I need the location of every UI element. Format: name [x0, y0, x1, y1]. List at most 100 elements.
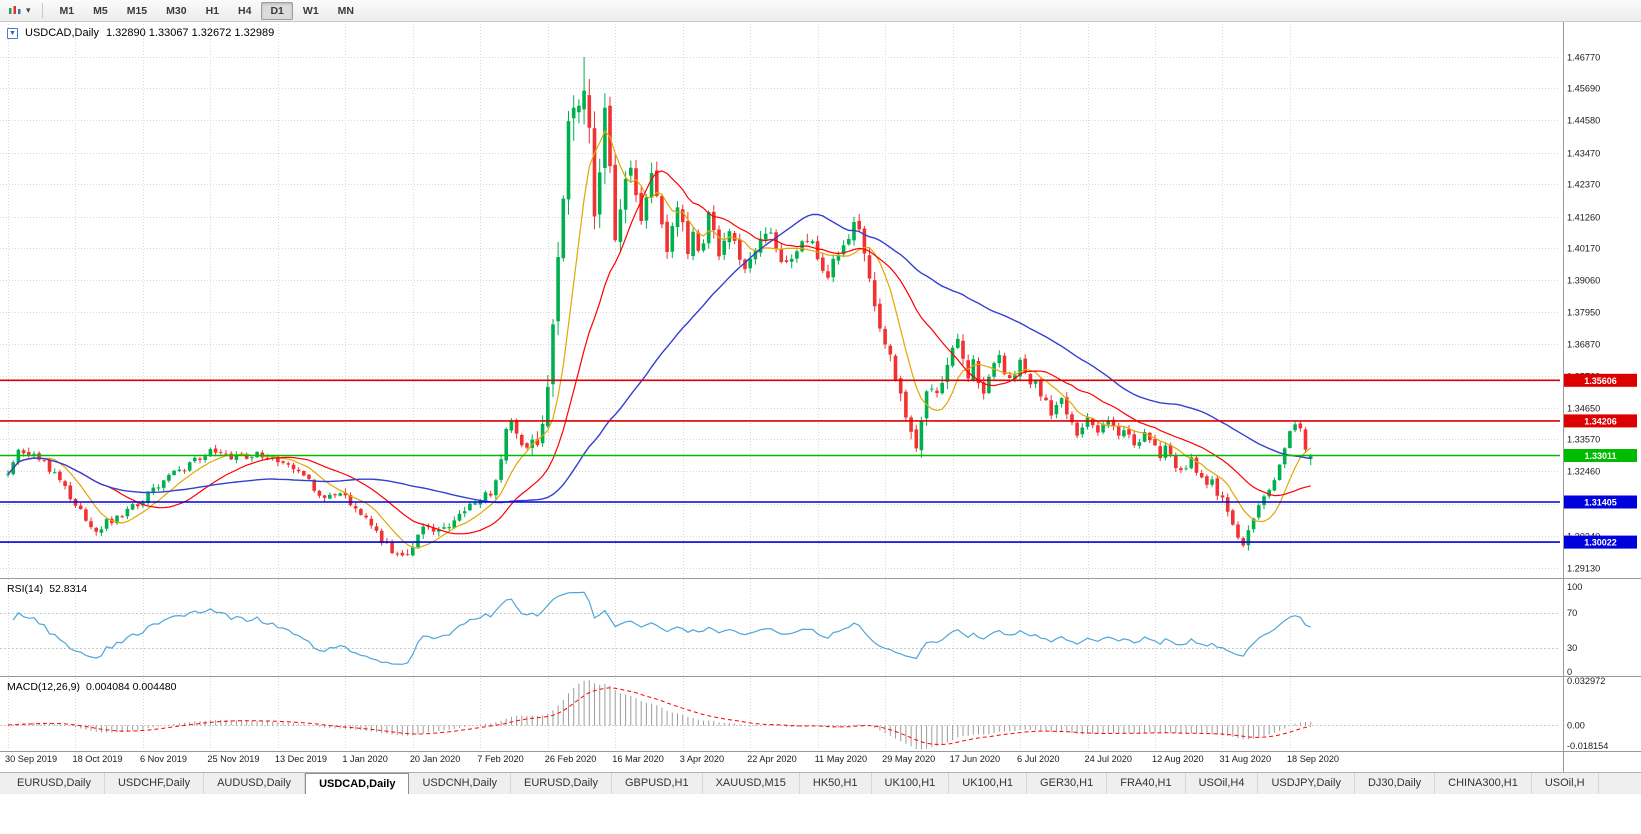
- down-candle-bodies: [21, 95, 1308, 556]
- macd-current-values: 0.004084 0.004480: [85, 681, 177, 693]
- macd-axis-label: 0.00: [1567, 721, 1585, 731]
- chart-tab-usdchf-daily[interactable]: USDCHF,Daily: [105, 773, 205, 794]
- rsi-axis-label: 30: [1567, 643, 1577, 653]
- macd-histogram: [7, 680, 1312, 750]
- rsi-indicator-name: RSI(14): [7, 583, 44, 595]
- up-candle-bodies: [6, 90, 1313, 556]
- date-axis-label: 22 Apr 2020: [747, 754, 797, 764]
- date-axis-label: 29 May 2020: [882, 754, 935, 764]
- price-badge-label: 1.34206: [1584, 416, 1617, 426]
- ma-fast-line: [7, 130, 1312, 549]
- price-badge-1-30022: [1564, 535, 1637, 549]
- date-axis-label: 3 Apr 2020: [680, 754, 724, 764]
- macd-header: MACD(12,26,9) 0.004084 0.004480: [7, 681, 176, 693]
- price-axis-label: 1.33570: [1567, 435, 1600, 445]
- macd-signal-line: [7, 687, 1311, 746]
- price-axis-label: 1.36870: [1567, 340, 1600, 350]
- price-badge-label: 1.35606: [1584, 376, 1617, 386]
- date-axis-label: 13 Dec 2019: [275, 754, 327, 764]
- ma-mid-line: [7, 170, 1311, 535]
- date-axis-label: 20 Jan 2020: [410, 754, 461, 764]
- rsi-level-lines: [0, 613, 1560, 649]
- chart-tab-fra40-h1[interactable]: FRA40,H1: [1107, 773, 1186, 794]
- rsi-current-value: 52.8314: [49, 583, 88, 595]
- price-axis-label: 1.40170: [1567, 244, 1600, 254]
- chart-window: 1.46770 1.45690 1.44580 1.43470 1.42370 1.412…: [0, 22, 1641, 772]
- date-axis-label: 25 Nov 2019: [207, 754, 259, 764]
- timeframe-button-h1[interactable]: H1: [205, 4, 220, 17]
- rsi-axis-label: 100: [1567, 582, 1582, 592]
- chart-symbol-label: USDCAD,Daily: [25, 27, 99, 39]
- chart-tab-hk50-h1[interactable]: HK50,H1: [800, 773, 872, 794]
- date-axis-label: 6 Nov 2019: [140, 754, 187, 764]
- price-badge-1-35606: [1564, 373, 1637, 387]
- chart-tab-eurusd-daily[interactable]: EURUSD,Daily: [4, 773, 105, 794]
- date-axis-label: 18 Sep 2020: [1287, 754, 1339, 764]
- date-axis-label: 26 Feb 2020: [545, 754, 597, 764]
- chart-canvas[interactable]: 1.46770 1.45690 1.44580 1.43470 1.42370 1.412…: [0, 22, 1641, 772]
- chart-header: ▼ USDCAD,Daily 1.32890 1.33067 1.32672 1…: [7, 27, 274, 39]
- macd-axis-label: 0.032972: [1567, 676, 1605, 686]
- date-axis-label: 17 Jun 2020: [950, 754, 1001, 764]
- timeframe-button-m15[interactable]: M15: [126, 4, 148, 17]
- date-axis-label: 12 Aug 2020: [1152, 754, 1204, 764]
- date-axis-label: 11 May 2020: [815, 754, 867, 764]
- timeframe-button-group: M1 M5 M15 M30 H1 H4 D1 W1 MN: [51, 1, 363, 20]
- date-axis-label: 31 Aug 2020: [1219, 754, 1271, 764]
- price-axis-label: 1.34650: [1567, 404, 1600, 414]
- chart-tab-eurusd-daily[interactable]: EURUSD,Daily: [511, 773, 612, 794]
- date-axis-label: 1 Jan 2020: [342, 754, 387, 764]
- price-badge-label: 1.31405: [1584, 498, 1617, 508]
- symbol-collapse-icon[interactable]: ▼: [7, 27, 18, 39]
- chart-tab-ger30-h1[interactable]: GER30,H1: [1027, 773, 1108, 794]
- chart-tab-xauusd-m15[interactable]: XAUUSD,M15: [703, 773, 800, 794]
- chart-tab-usoil-h[interactable]: USOil,H: [1532, 773, 1599, 794]
- chart-tabs-bar: EURUSD,Daily USDCHF,Daily AUDUSD,Daily USDC…: [0, 772, 1641, 794]
- chart-tab-audusd-daily[interactable]: AUDUSD,Daily: [204, 773, 306, 794]
- up-candle-wicks: [7, 57, 1312, 557]
- chart-tab-usoil-h4[interactable]: USOil,H4: [1186, 773, 1259, 794]
- timeframe-button-m1[interactable]: M1: [59, 4, 75, 17]
- chart-type-dropdown-caret[interactable]: ▾: [26, 5, 31, 15]
- chart-tab-usdjpy-daily[interactable]: USDJPY,Daily: [1258, 773, 1355, 794]
- chart-tab-china300-h1[interactable]: CHINA300,H1: [1435, 773, 1532, 794]
- price-badge-1-34206: [1564, 414, 1637, 428]
- toolbar-separator: [41, 3, 43, 18]
- chart-tab-uk100-h1[interactable]: UK100,H1: [949, 773, 1028, 794]
- timeframe-button-d1[interactable]: D1: [261, 1, 293, 20]
- chart-ohlc-values: 1.32890 1.33067 1.32672 1.32989: [105, 27, 275, 39]
- date-axis-label: 30 Sep 2019: [5, 754, 57, 764]
- price-badge-label: 1.33011: [1584, 451, 1616, 461]
- price-axis-label: 1.41260: [1567, 213, 1600, 223]
- chart-tab-usdcad-daily[interactable]: USDCAD,Daily: [305, 773, 410, 794]
- macd-indicator-name: MACD(12,26,9): [7, 681, 80, 693]
- charts-toolbar-icon[interactable]: [6, 3, 24, 18]
- candlestick-chart-icon: [9, 6, 21, 14]
- rsi-line: [12, 591, 1311, 665]
- price-axis-label: 1.46770: [1567, 53, 1600, 63]
- price-axis-label: 1.44580: [1567, 116, 1600, 126]
- timeframe-button-m30[interactable]: M30: [166, 4, 187, 17]
- price-axis-label: 1.39060: [1567, 276, 1600, 286]
- rsi-header: RSI(14) 52.8314: [7, 583, 87, 595]
- date-axis-label: 24 Jul 2020: [1085, 754, 1133, 764]
- price-badge-1-33011: [1564, 449, 1637, 462]
- timeframe-button-m5[interactable]: M5: [93, 4, 108, 17]
- date-axis-label: 18 Oct 2019: [72, 754, 122, 764]
- timeframe-button-w1[interactable]: W1: [302, 4, 319, 17]
- price-gridlines: [0, 57, 1560, 569]
- timeframe-button-h4[interactable]: H4: [238, 4, 252, 17]
- price-axis-label: 1.37950: [1567, 308, 1600, 318]
- chart-tab-usdcnh-daily[interactable]: USDCNH,Daily: [409, 773, 512, 794]
- chart-tab-gbpusd-h1[interactable]: GBPUSD,H1: [612, 773, 703, 794]
- date-axis-label: 6 Jul 2020: [1017, 754, 1059, 764]
- price-axis-label: 1.43470: [1567, 149, 1600, 159]
- timeframe-button-mn[interactable]: MN: [337, 4, 354, 17]
- chart-tab-dj30-daily[interactable]: DJ30,Daily: [1355, 773, 1436, 794]
- chart-tab-uk100-h1[interactable]: UK100,H1: [872, 773, 950, 794]
- price-badge-1-31405: [1564, 495, 1637, 509]
- price-axis-label: 1.45690: [1567, 84, 1600, 94]
- rsi-axis-label: 70: [1567, 608, 1577, 618]
- top-toolbar: ▾ M1 M5 M15 M30 H1 H4 D1 W1 MN: [0, 0, 1641, 22]
- price-axis-label: 1.42370: [1567, 180, 1600, 190]
